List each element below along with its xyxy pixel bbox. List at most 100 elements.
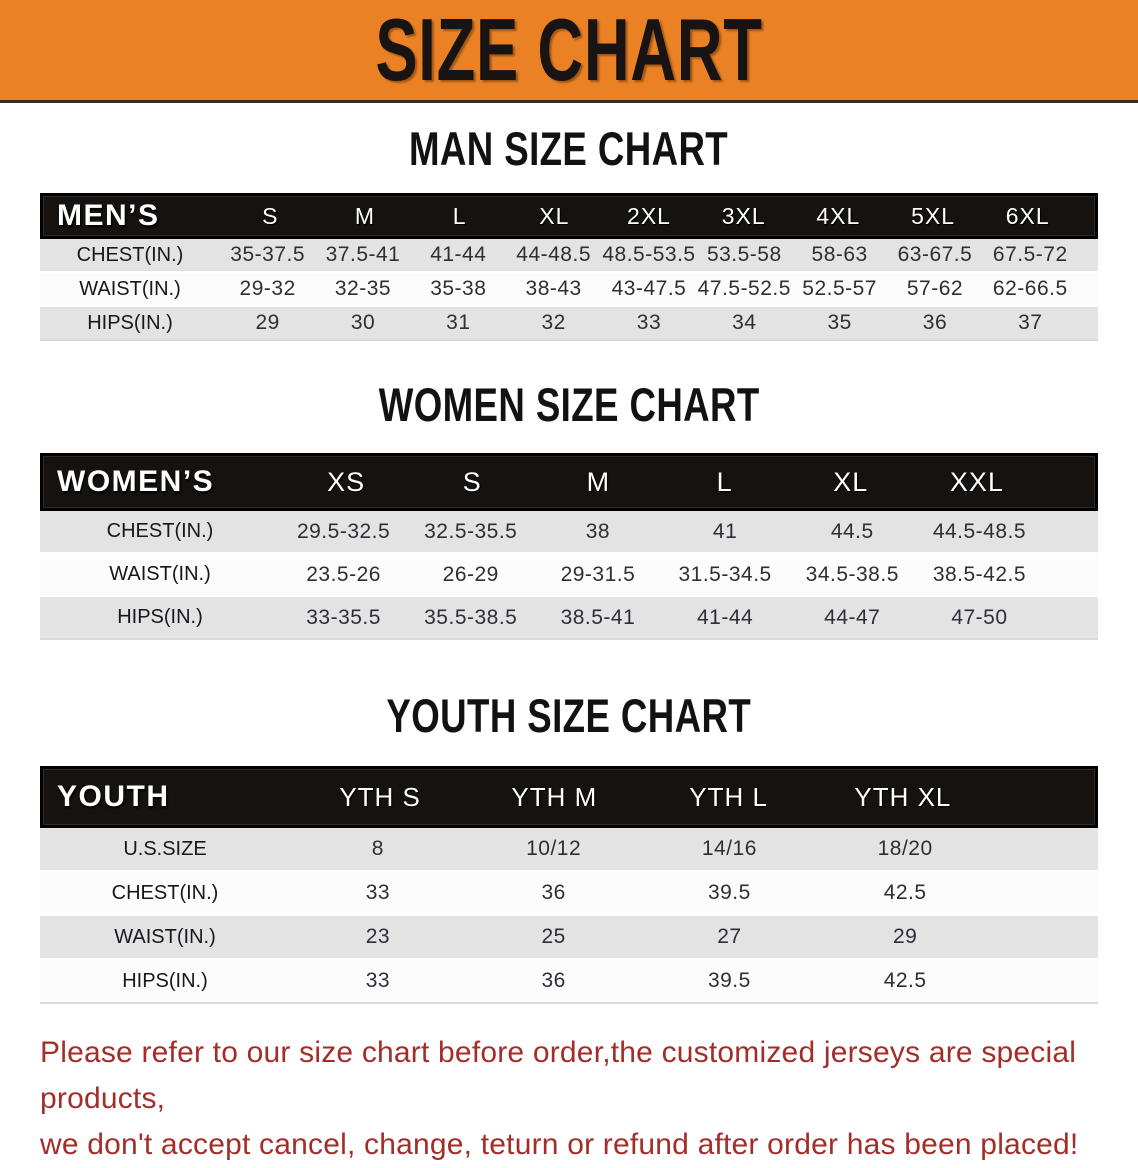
men-section-title-text: MAN SIZE CHART bbox=[409, 122, 729, 175]
men-section-title: MAN SIZE CHART bbox=[0, 125, 1138, 173]
table-cell: 39.5 bbox=[707, 969, 751, 992]
table-cell: 38 bbox=[585, 519, 611, 543]
table-cell: 33 bbox=[365, 881, 391, 904]
table-cell: 43-47.5 bbox=[611, 277, 687, 300]
table-cell: 38-43 bbox=[525, 277, 582, 300]
table-cell: 35-38 bbox=[430, 277, 487, 300]
table-cell: 33 bbox=[365, 969, 391, 992]
row-label: WAIST(IN.) bbox=[109, 563, 211, 585]
table-header-label: YOUTH bbox=[57, 780, 170, 813]
table-cell: 58-63 bbox=[811, 243, 868, 266]
table-row: HIPS(IN.) 33-35.5 35.5-38.5 38.5-41 41-44 44-… bbox=[40, 597, 1098, 640]
row-label: U.S.SIZE bbox=[123, 837, 207, 860]
table-cell: 10/12 bbox=[526, 837, 582, 860]
table-cell: 27 bbox=[717, 925, 742, 948]
table-cell: 63-67.5 bbox=[897, 243, 973, 266]
table-cell: 38.5-42.5 bbox=[932, 562, 1027, 586]
row-label: CHEST(IN.) bbox=[106, 520, 214, 542]
column-header: YTH XL bbox=[854, 781, 952, 812]
youth-section-title: YOUTH SIZE CHART bbox=[0, 692, 1138, 740]
row-label: CHEST(IN.) bbox=[76, 243, 184, 266]
row-label: WAIST(IN.) bbox=[114, 925, 216, 948]
men-size-table: MEN’S S M L XL 2XL 3XL 4XL 5XL 6XL CHEST(IN.) 35-37… bbox=[40, 193, 1098, 341]
table-cell: 44.5-48.5 bbox=[932, 519, 1027, 543]
row-label: HIPS(IN.) bbox=[117, 606, 203, 628]
table-cell: 44-48.5 bbox=[516, 243, 592, 266]
column-header: XXL bbox=[949, 466, 1004, 497]
table-cell: 32.5-35.5 bbox=[424, 519, 518, 543]
table-cell: 29 bbox=[255, 311, 280, 334]
table-cell: 29.5-32.5 bbox=[296, 519, 391, 543]
column-header: 2XL bbox=[627, 202, 671, 229]
table-cell: 42.5 bbox=[883, 969, 927, 992]
men-size-section: MAN SIZE CHART MEN’S S M L XL 2XL 3XL 4XL 5XL 6XL… bbox=[0, 125, 1138, 341]
table-row: WAIST(IN.) 23.5-26 26-29 29-31.5 31.5-34.5 34… bbox=[40, 554, 1098, 597]
table-header-label: WOMEN’S bbox=[57, 465, 215, 498]
column-header: L bbox=[452, 202, 467, 229]
table-cell: 18/20 bbox=[877, 837, 933, 860]
row-label: CHEST(IN.) bbox=[111, 881, 219, 904]
youth-section-title-text: YOUTH SIZE CHART bbox=[386, 689, 752, 742]
column-header: 6XL bbox=[1005, 202, 1050, 229]
youth-size-table: YOUTH YTH S YTH M YTH L YTH XL U.S.SIZE 8 10/12… bbox=[40, 766, 1098, 1004]
table-cell: 23.5-26 bbox=[306, 562, 381, 586]
table-header-row: MEN’S S M L XL 2XL 3XL 4XL 5XL 6XL bbox=[40, 193, 1098, 239]
column-header: M bbox=[586, 466, 611, 497]
table-cell: 30 bbox=[350, 311, 376, 334]
row-label: HIPS(IN.) bbox=[122, 969, 208, 992]
table-cell: 67.5-72 bbox=[992, 243, 1068, 266]
table-cell: 38.5-41 bbox=[560, 605, 636, 629]
women-size-section: WOMEN SIZE CHART WOMEN’S XS S M L XL XXL CHEST(… bbox=[0, 381, 1138, 640]
table-cell: 14/16 bbox=[701, 837, 757, 860]
table-cell: 34.5-38.5 bbox=[805, 562, 899, 586]
column-header: YTH S bbox=[339, 781, 421, 812]
table-cell: 33 bbox=[636, 311, 662, 334]
table-cell: 35 bbox=[827, 311, 852, 334]
table-header-row: YOUTH YTH S YTH M YTH L YTH XL bbox=[40, 766, 1098, 828]
table-cell: 48.5-53.5 bbox=[602, 243, 696, 266]
disclaimer: Please refer to our size chart before or… bbox=[40, 1030, 1138, 1168]
table-cell: 36 bbox=[541, 881, 566, 904]
column-header: 5XL bbox=[911, 202, 955, 229]
column-header: YTH M bbox=[511, 781, 598, 812]
table-header-label: MEN’S bbox=[57, 199, 160, 232]
table-cell: 36 bbox=[541, 969, 566, 992]
table-row: HIPS(IN.) 29 30 31 32 33 34 35 36 37 bbox=[40, 307, 1098, 341]
page-title: SIZE CHART bbox=[375, 0, 763, 99]
row-label: WAIST(IN.) bbox=[79, 277, 181, 300]
table-cell: 36 bbox=[922, 311, 948, 334]
table-cell: 32-35 bbox=[334, 277, 392, 300]
table-cell: 47.5-52.5 bbox=[697, 277, 791, 300]
table-cell: 34 bbox=[732, 311, 757, 334]
table-row: WAIST(IN.) 23 25 27 29 bbox=[40, 916, 1098, 960]
column-header: S bbox=[262, 202, 279, 229]
table-row: CHEST(IN.) 29.5-32.5 32.5-35.5 38 41 44.5 44.5… bbox=[40, 511, 1098, 554]
women-section-title-text: WOMEN SIZE CHART bbox=[378, 378, 760, 431]
table-cell: 44.5 bbox=[830, 519, 874, 543]
table-cell: 31.5-34.5 bbox=[678, 562, 772, 586]
table-cell: 41-44 bbox=[430, 243, 487, 266]
column-header: 4XL bbox=[816, 202, 861, 229]
table-cell: 47-50 bbox=[951, 605, 1008, 629]
table-row: CHEST(IN.) 35-37.5 37.5-41 41-44 44-48.5 48.5… bbox=[40, 239, 1098, 273]
table-cell: 57-62 bbox=[906, 277, 964, 300]
table-row: HIPS(IN.) 33 36 39.5 42.5 bbox=[40, 960, 1098, 1004]
table-cell: 41-44 bbox=[696, 605, 754, 629]
column-header: XL bbox=[833, 466, 869, 497]
women-section-title: WOMEN SIZE CHART bbox=[0, 381, 1138, 429]
size-chart-banner: SIZE CHART bbox=[0, 0, 1138, 103]
table-cell: 29 bbox=[892, 925, 918, 948]
table-cell: 35.5-38.5 bbox=[424, 605, 518, 629]
column-header: L bbox=[716, 466, 733, 497]
table-cell: 8 bbox=[371, 837, 384, 860]
table-cell: 41 bbox=[712, 519, 738, 543]
table-cell: 35-37.5 bbox=[230, 243, 306, 266]
table-cell: 37.5-41 bbox=[325, 243, 401, 266]
table-cell: 23 bbox=[365, 925, 391, 948]
table-cell: 42.5 bbox=[883, 881, 927, 904]
table-cell: 52.5-57 bbox=[802, 277, 877, 300]
table-cell: 37 bbox=[1018, 311, 1043, 334]
disclaimer-line-1: Please refer to our size chart before or… bbox=[40, 1036, 1077, 1115]
column-header: XL bbox=[539, 202, 570, 229]
table-cell: 25 bbox=[541, 925, 566, 948]
